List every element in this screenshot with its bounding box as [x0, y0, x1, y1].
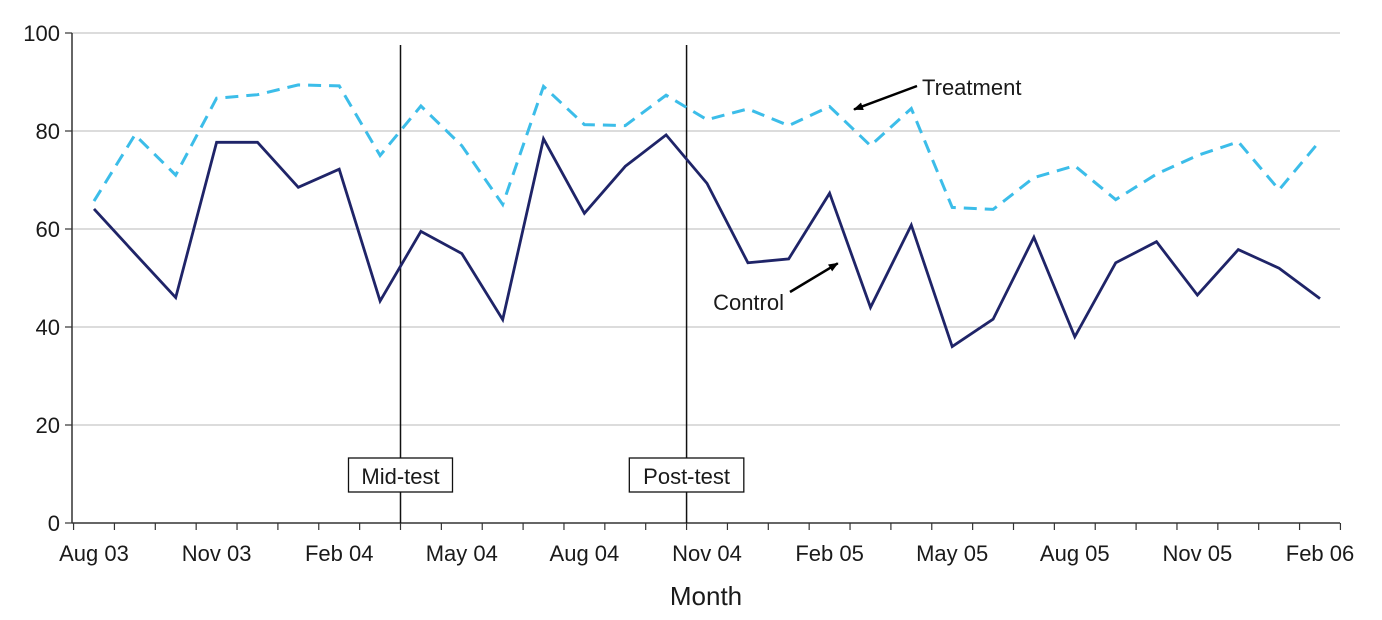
- x-tick-label: Aug 04: [550, 541, 620, 566]
- axes: [71, 33, 1340, 524]
- gridlines: [72, 32, 1340, 426]
- treatment-arrow: [853, 84, 918, 111]
- treatment-label: Treatment: [922, 75, 1021, 100]
- x-tick-label: Feb 04: [305, 541, 374, 566]
- control-arrow: [789, 262, 839, 294]
- y-tick-label: 80: [36, 119, 60, 144]
- y-tick-label: 40: [36, 315, 60, 340]
- phase-marker-box: [347, 457, 454, 493]
- phase-marker-label: Mid-test: [361, 464, 439, 489]
- phase-markers: Mid-test Post-test: [347, 45, 745, 523]
- x-tick-label: Feb 05: [795, 541, 864, 566]
- phase-marker-label: Post-test: [643, 464, 730, 489]
- x-tick-label: Nov 04: [672, 541, 742, 566]
- series-line-control: [92, 132, 1321, 349]
- x-axis-ticks: Aug 03 Nov 03 Feb 04 May 04 Aug 04 Nov 04 Feb …: [59, 523, 1354, 566]
- x-tick-label: May 04: [426, 541, 498, 566]
- control-label: Control: [713, 290, 784, 315]
- phase-marker-box: [628, 457, 745, 493]
- annotations: Treatment Control: [713, 75, 1021, 315]
- y-tick-label: 100: [23, 21, 60, 46]
- y-tick-label: 0: [48, 511, 60, 536]
- y-tick-label: 20: [36, 413, 60, 438]
- series-line-treatment: [92, 83, 1322, 211]
- x-tick-label: Aug 03: [59, 541, 129, 566]
- x-tick-label: Aug 05: [1040, 541, 1110, 566]
- y-axis-ticks: 0 20 40 60 80 100: [23, 21, 72, 536]
- series-lines: [92, 83, 1322, 349]
- y-tick-label: 60: [36, 217, 60, 242]
- x-axis-title: Month: [670, 581, 742, 611]
- x-tick-label: Nov 05: [1163, 541, 1233, 566]
- x-tick-label: May 05: [916, 541, 988, 566]
- x-tick-label: Feb 06: [1286, 541, 1355, 566]
- x-tick-label: Nov 03: [182, 541, 252, 566]
